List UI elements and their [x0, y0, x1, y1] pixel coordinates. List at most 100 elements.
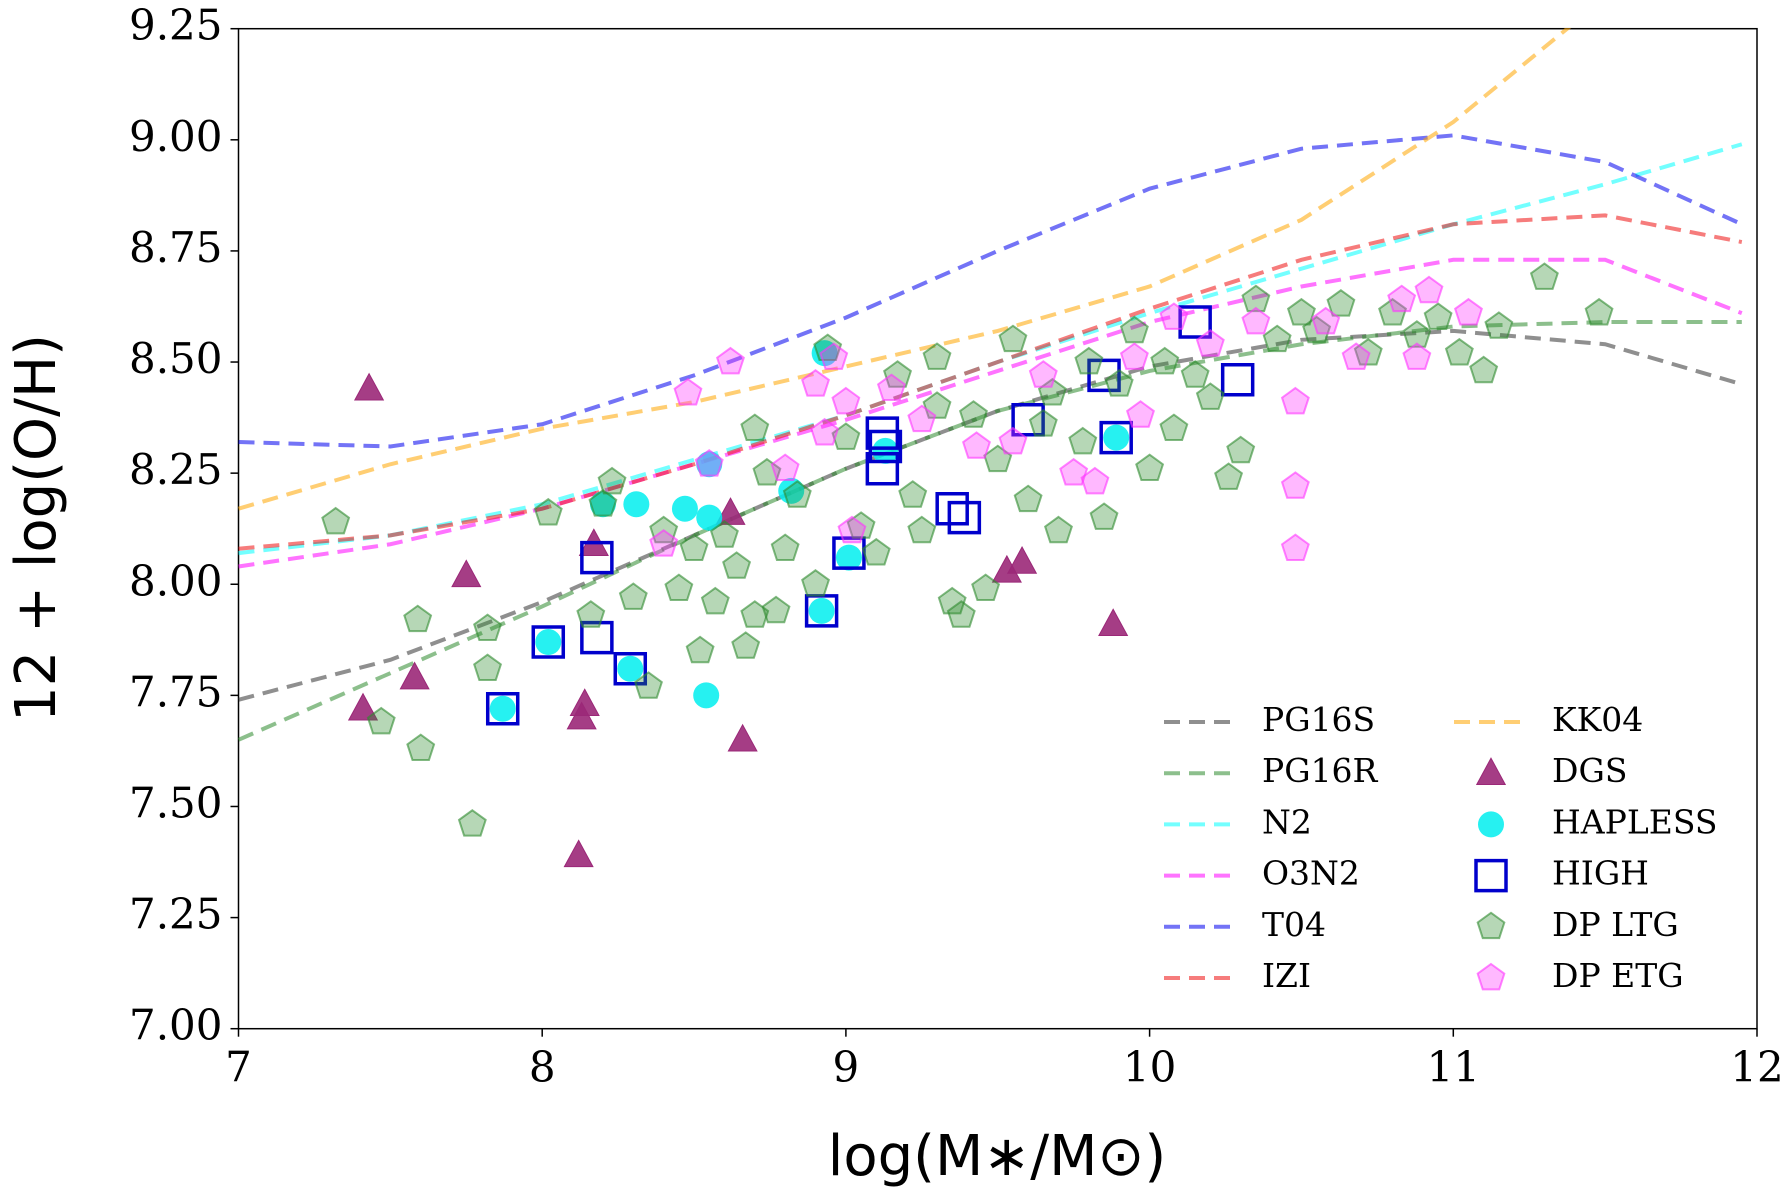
point — [937, 586, 967, 615]
legend-swatch — [1476, 962, 1506, 991]
point — [451, 559, 482, 588]
point — [1280, 386, 1310, 415]
y-tick-label: 7.75 — [129, 667, 223, 716]
point — [907, 515, 937, 544]
point — [485, 691, 520, 726]
point — [1444, 337, 1474, 366]
point — [1103, 424, 1130, 451]
x-tick-label: 9 — [833, 1043, 860, 1092]
point — [399, 661, 430, 690]
legend-label: PG16S — [1262, 700, 1375, 739]
point — [1068, 426, 1098, 455]
point — [696, 451, 723, 478]
point — [1074, 346, 1104, 375]
curve — [238, 133, 1743, 449]
point — [831, 422, 861, 450]
point — [998, 426, 1028, 455]
point — [935, 491, 969, 526]
point — [962, 431, 991, 459]
point — [861, 537, 891, 566]
point — [946, 600, 976, 628]
curve — [238, 320, 1742, 742]
point — [1241, 284, 1271, 313]
legend-label: PG16R — [1262, 751, 1379, 790]
point — [804, 594, 839, 628]
y-axis-label: 12 + log(O/H) — [4, 334, 69, 722]
point — [321, 506, 351, 535]
point — [722, 551, 752, 579]
point — [1326, 289, 1356, 317]
point — [778, 477, 805, 504]
point — [865, 416, 900, 450]
point — [1280, 471, 1310, 499]
point — [1044, 515, 1073, 544]
point — [740, 413, 770, 442]
points — [321, 262, 1614, 868]
point — [922, 342, 952, 370]
point — [580, 540, 614, 575]
point — [1089, 502, 1119, 530]
point — [1013, 484, 1043, 513]
point — [958, 400, 988, 428]
point — [671, 495, 698, 522]
legend-label: N2 — [1262, 802, 1312, 841]
point — [716, 346, 745, 375]
point — [801, 369, 831, 397]
y-tick-label: 9.25 — [129, 1, 223, 50]
point — [801, 569, 831, 597]
point — [810, 417, 840, 446]
legend-label: HIGH — [1552, 854, 1649, 893]
point — [1195, 382, 1225, 410]
point — [597, 466, 627, 495]
point — [1469, 355, 1499, 384]
x-tick-label: 12 — [1730, 1043, 1783, 1092]
point — [489, 695, 516, 722]
legend-label: IZI — [1262, 956, 1311, 995]
point — [1098, 608, 1129, 637]
point — [752, 457, 782, 486]
point — [808, 597, 835, 624]
point — [473, 613, 503, 642]
point — [1311, 306, 1341, 335]
x-axis-label: log(M∗/M⊙) — [828, 1124, 1166, 1189]
point — [1402, 320, 1432, 348]
curves — [238, 28, 1743, 742]
legend-swatch — [1476, 911, 1506, 940]
point — [679, 533, 709, 562]
point — [1028, 360, 1058, 388]
point — [1423, 302, 1453, 330]
point — [1125, 400, 1155, 428]
point — [898, 480, 928, 508]
point — [664, 573, 694, 602]
legend-label: DP LTG — [1552, 905, 1679, 944]
point — [872, 437, 899, 464]
point — [1262, 324, 1292, 353]
y-tick-label: 8.00 — [129, 556, 223, 605]
point — [727, 723, 758, 752]
point — [868, 429, 903, 464]
point — [837, 515, 867, 544]
point — [403, 604, 433, 633]
legend-swatch — [1475, 757, 1507, 785]
point — [831, 386, 861, 415]
point — [623, 491, 650, 518]
point — [347, 692, 379, 721]
point — [1214, 462, 1244, 490]
point — [947, 500, 982, 535]
curve — [238, 142, 1743, 556]
curve — [238, 28, 1572, 511]
point — [576, 600, 606, 628]
point — [685, 635, 715, 664]
point — [634, 671, 663, 699]
point — [696, 504, 723, 531]
point — [1099, 420, 1133, 455]
point — [694, 449, 724, 477]
point — [1087, 358, 1121, 393]
legend-label: KK04 — [1552, 700, 1643, 739]
point — [531, 625, 566, 659]
y-tick-label: 8.50 — [129, 334, 223, 383]
point — [731, 631, 761, 659]
point — [1341, 342, 1371, 370]
point — [1414, 275, 1444, 304]
